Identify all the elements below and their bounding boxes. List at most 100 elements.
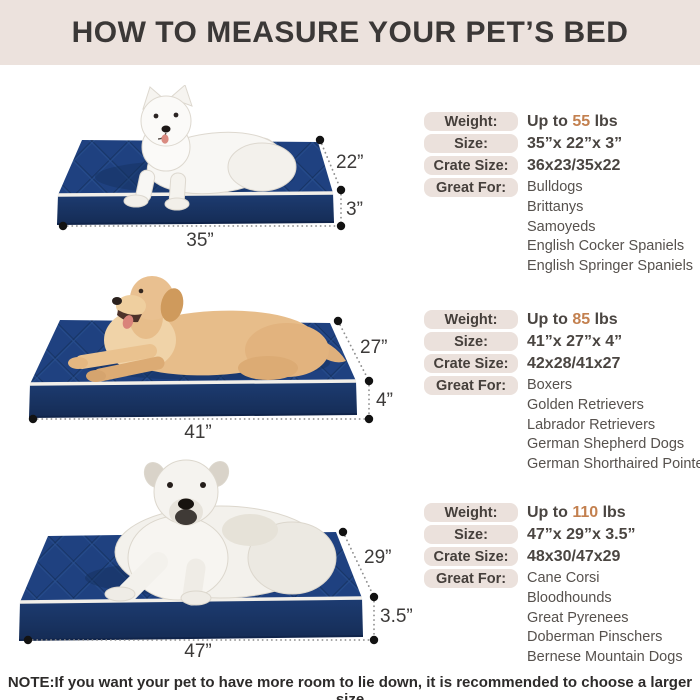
breed-item: Labrador Retrievers: [527, 416, 656, 433]
dog-tongue: [161, 134, 169, 144]
breed-item: English Cocker Spaniels: [527, 238, 685, 255]
great-for-label: Great For:: [424, 569, 518, 588]
spec-row-great-for: Great For: Boxers Golden Retrievers Labr…: [424, 376, 700, 475]
dog-eye: [167, 482, 173, 488]
bed-piping: [29, 379, 357, 386]
spec-row-great-for: Great For: Bulldogs Brittanys Samoyeds E…: [424, 178, 698, 277]
spec-row-size: Size: 47”x 29”x 3.5”: [424, 525, 698, 544]
spec-row-size: Size: 35”x 22”x 3”: [424, 134, 698, 153]
dim-width-label: 35”: [186, 230, 213, 251]
great-for-label: Great For:: [424, 178, 518, 197]
dog-nose: [178, 498, 194, 510]
dog-paw: [68, 357, 88, 369]
great-for-label: Great For:: [424, 376, 518, 395]
breed-item: Brittanys: [527, 198, 584, 215]
dog-ear: [160, 288, 184, 322]
crate-size-value: 42x28/41x27: [527, 355, 621, 372]
dimension-dots: [23, 527, 379, 645]
large-bed-diagram: 29” 3.5” 47”: [18, 459, 413, 662]
dog-paw: [180, 590, 212, 606]
spec-block-large: Weight: Up to 110 lbs Size: 47”x 29”x 3.…: [424, 503, 698, 668]
dog-head: [140, 95, 192, 147]
weight-label: Weight:: [424, 503, 518, 522]
dog-front-leg: [75, 344, 157, 369]
dim-width-label: 41”: [184, 422, 211, 443]
dog-tongue: [122, 315, 134, 329]
dim-depth-label: 29”: [364, 547, 391, 568]
dog-front-leg: [93, 356, 165, 382]
spec-row-crate-size: Crate Size: 36x23/35x22: [424, 156, 698, 175]
dog-nose: [161, 125, 171, 133]
small-bed-diagram: 22” 3” 35”: [56, 85, 363, 251]
size-value: 41”x 27”x 4”: [527, 333, 623, 350]
spec-row-crate-size: Crate Size: 42x28/41x27: [424, 354, 698, 373]
weight-number: 85: [572, 311, 591, 328]
weight-number: 55: [572, 113, 591, 130]
dimension-lines: [62, 139, 342, 227]
note-label: NOTE:: [7, 674, 55, 691]
page-header: HOW TO MEASURE YOUR PET’S BED: [0, 0, 700, 65]
note-text: If you want your pet to have more room t…: [54, 674, 693, 700]
size-value: 35”x 22”x 3”: [527, 135, 623, 152]
dog-eye: [173, 112, 179, 118]
crate-size-value: 48x30/47x29: [527, 548, 621, 565]
weight-label: Weight:: [424, 310, 518, 329]
breed-item: Samoyeds: [527, 218, 596, 235]
dimension-lines: [32, 320, 370, 420]
medium-bed-diagram: 27” 4” 41”: [28, 276, 393, 443]
dim-depth-label: 27”: [360, 337, 387, 358]
size-value: 47”x 29”x 3.5”: [527, 526, 636, 543]
dim-height-label: 3”: [346, 199, 363, 220]
dog-paw: [104, 586, 136, 602]
breed-item: Bulldogs: [527, 179, 583, 195]
weight-value: Up to 85 lbs: [527, 311, 618, 328]
illustration-small-bed: 22” 3” 35”: [0, 85, 430, 260]
crate-size-label: Crate Size:: [424, 547, 518, 566]
page-title: HOW TO MEASURE YOUR PET’S BED: [71, 15, 629, 49]
breed-list: Bulldogs Brittanys Samoyeds English Cock…: [527, 178, 693, 277]
illustration-medium-bed: 27” 4” 41”: [0, 265, 430, 450]
spec-block-small: Weight: Up to 55 lbs Size: 35”x 22”x 3” …: [424, 112, 698, 277]
breed-item: German Shorthaired Pointers: [527, 456, 700, 473]
dimension-dots: [58, 135, 346, 231]
spec-block-medium: Weight: Up to 85 lbs Size: 41”x 27”x 4” …: [424, 310, 700, 475]
breed-item: Cane Corsi: [527, 570, 600, 586]
dog-paw: [86, 370, 106, 382]
size-label: Size:: [424, 332, 518, 351]
spec-row-weight: Weight: Up to 55 lbs: [424, 112, 698, 131]
breed-item: English Springer Spaniels: [527, 258, 694, 275]
breed-list: Boxers Golden Retrievers Labrador Retrie…: [527, 376, 700, 475]
dog-eye: [200, 482, 206, 488]
crate-size-value: 36x23/35x22: [527, 157, 621, 174]
dog-samoyed: [123, 85, 297, 211]
dimension-lines: [27, 531, 375, 641]
spec-row-weight: Weight: Up to 85 lbs: [424, 310, 698, 329]
dog-golden-retriever: [68, 276, 346, 382]
dog-hind-leg: [238, 356, 298, 380]
dim-height-label: 4”: [376, 390, 393, 411]
crate-size-label: Crate Size:: [424, 156, 518, 175]
dog-front-leg: [118, 552, 168, 602]
dog-eye: [138, 288, 144, 294]
size-label: Size:: [424, 134, 518, 153]
breed-item: German Shepherd Dogs: [527, 436, 685, 453]
dim-width-label: 47”: [184, 641, 211, 662]
crate-size-label: Crate Size:: [424, 354, 518, 373]
weight-value: Up to 55 lbs: [527, 113, 618, 130]
dog-eye: [153, 113, 159, 119]
spec-row-crate-size: Crate Size: 48x30/47x29: [424, 547, 698, 566]
breed-item: Golden Retrievers: [527, 396, 644, 413]
spec-row-weight: Weight: Up to 110 lbs: [424, 503, 698, 522]
breed-item: Doberman Pinschers: [527, 629, 663, 646]
weight-label: Weight:: [424, 112, 518, 131]
spec-row-great-for: Great For: Cane Corsi Bloodhounds Great …: [424, 569, 698, 668]
breed-item: Bernese Mountain Dogs: [527, 649, 683, 666]
breed-list: Cane Corsi Bloodhounds Great Pyrenees Do…: [527, 569, 683, 668]
spec-row-size: Size: 41”x 27”x 4”: [424, 332, 698, 351]
dimension-dots: [28, 316, 374, 424]
size-label: Size:: [424, 525, 518, 544]
bottom-note: NOTE:If you want your pet to have more r…: [0, 674, 700, 700]
illustration-large-bed: 29” 3.5” 47”: [0, 450, 430, 665]
dog-paw: [123, 194, 149, 208]
